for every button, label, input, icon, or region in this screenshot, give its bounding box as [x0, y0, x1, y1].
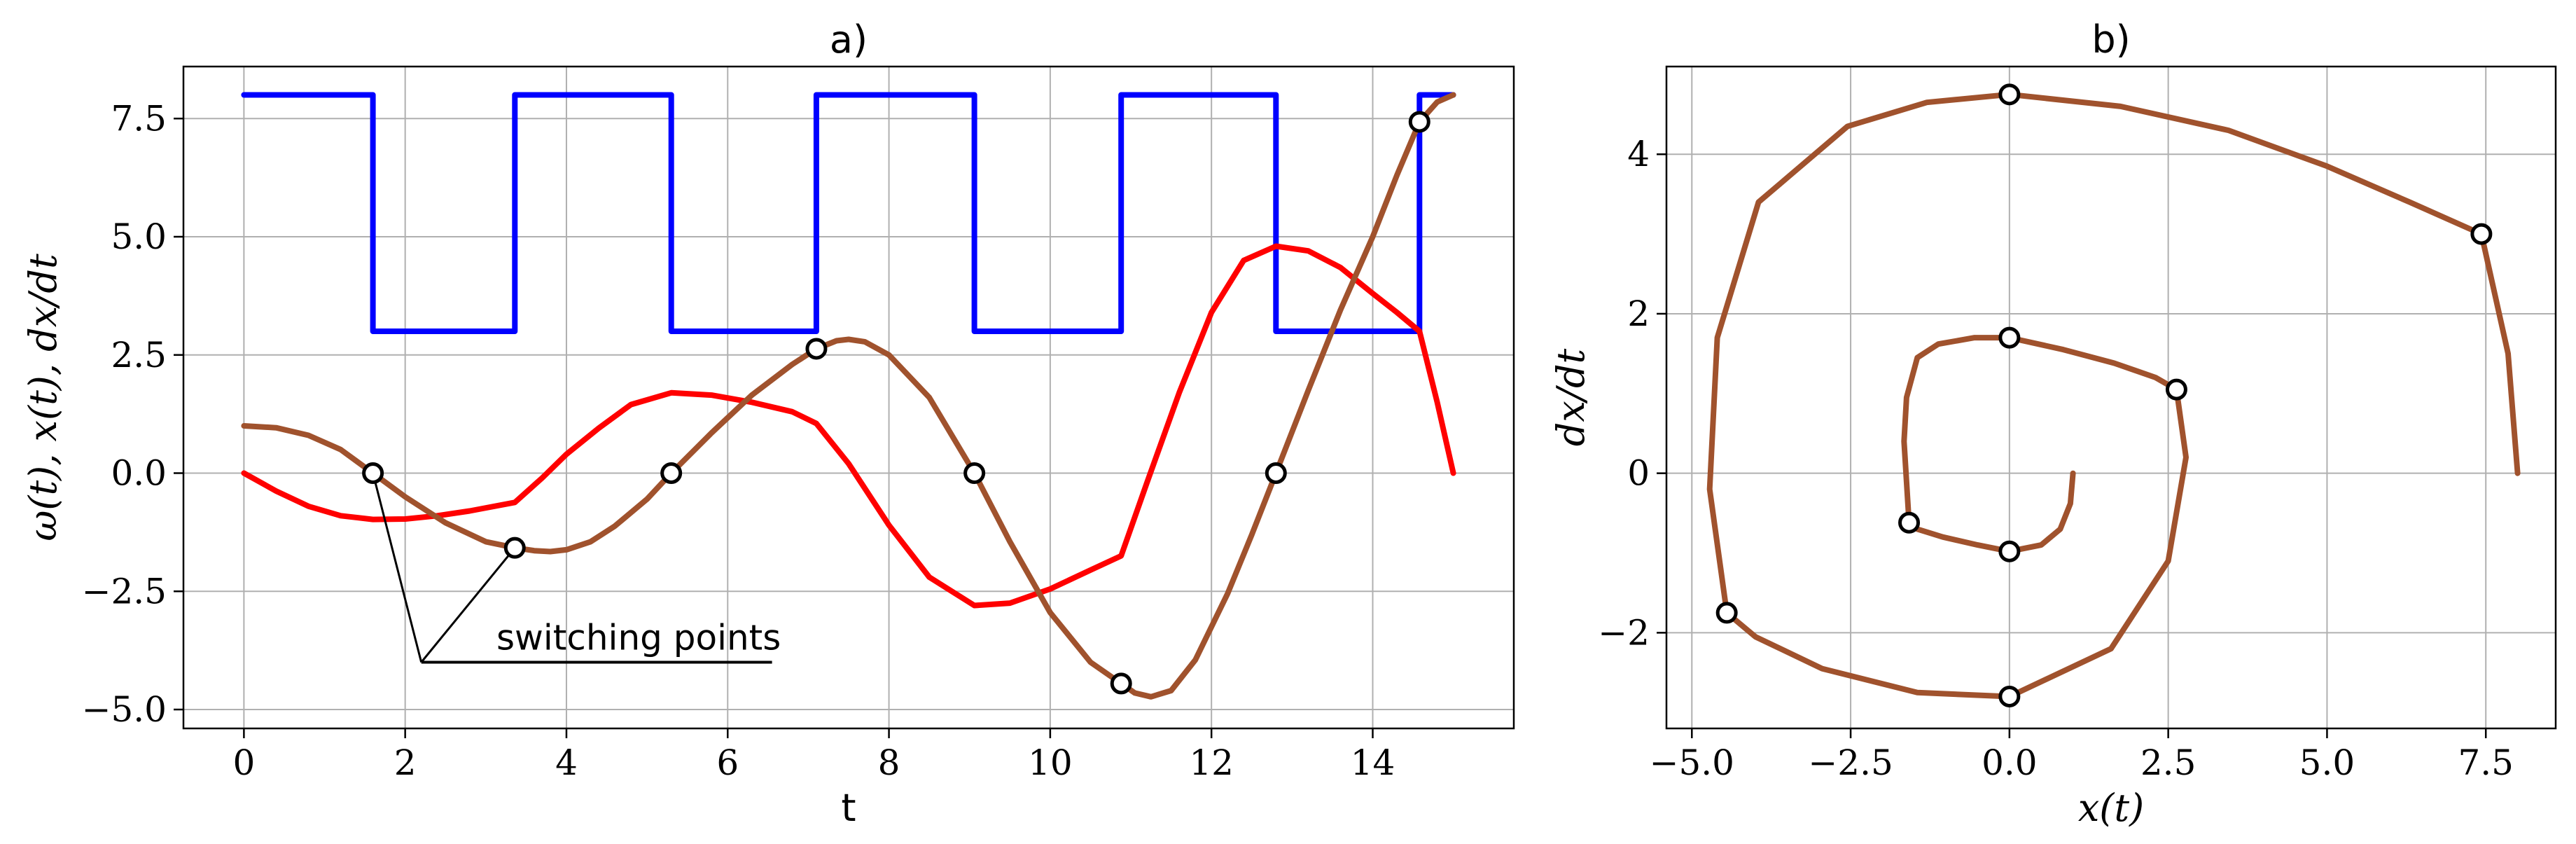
x-tick-label: 2.5	[2140, 742, 2196, 783]
switch-point-marker	[1265, 462, 1287, 484]
x-tick-label: 2	[394, 742, 417, 783]
x-tick-label: 7.5	[2458, 742, 2514, 783]
switch-point-marker	[503, 537, 526, 559]
switch-point-marker	[2470, 223, 2493, 245]
annotation-pointer	[420, 547, 516, 663]
y-tick-label: 0.0	[111, 453, 167, 494]
switch-point-marker	[805, 338, 828, 360]
chart-b-frame	[1665, 65, 2557, 730]
y-tick-label: 4	[1627, 134, 1650, 174]
y-tick-label: 5.0	[111, 216, 167, 257]
switch-point-marker	[963, 462, 986, 484]
y-tick-label: 7.5	[111, 98, 167, 139]
chart-b: −5.0 −2.5 0.0 2.5 5.0 7.5 −2 0 2 4 b) x(t) dx/dt	[1549, 18, 2557, 830]
x-tick-label: 5.0	[2299, 742, 2355, 783]
x-tick-label: 8	[878, 742, 900, 783]
y-tick-label: 0	[1627, 453, 1650, 494]
chart-b-y-ticks: −2 0 2 4	[1598, 134, 1666, 653]
x-tick-label: 14	[1351, 742, 1395, 783]
y-tick-label: 2.5	[111, 335, 167, 375]
series-line-dxdt	[241, 243, 1456, 609]
switch-point-marker	[1898, 511, 1921, 534]
switching-points-label: switching points	[496, 618, 781, 658]
chart-b-y-axis-label: dx/dt	[1549, 348, 1593, 446]
chart-a-grid	[183, 67, 1514, 728]
x-tick-label: −5.0	[1650, 742, 1734, 783]
chart-a-y-ticks: −5.0 −2.5 0.0 2.5 5.0 7.5	[82, 98, 183, 730]
switch-point-marker	[1110, 672, 1132, 695]
chart-a-series	[241, 92, 1456, 700]
chart-a-y-axis-label: ω(t), x(t), dx/dt	[21, 254, 65, 541]
series-line-x	[241, 92, 1456, 700]
chart-a-x-ticks: 0 2 4 6 8 10 12 14	[232, 728, 1395, 783]
switch-point-marker	[1998, 326, 2021, 349]
y-tick-label: −2	[1598, 612, 1650, 653]
y-tick-label: −5.0	[82, 689, 167, 730]
series-line-phase	[1706, 91, 2521, 700]
switch-point-marker	[1408, 111, 1430, 133]
chart-a-frame	[182, 65, 1515, 730]
switch-point-marker	[1715, 602, 1738, 624]
chart-a-annotation	[372, 473, 772, 664]
chart-b-x-ticks: −5.0 −2.5 0.0 2.5 5.0 7.5	[1650, 728, 2514, 783]
switch-point-marker	[362, 462, 384, 484]
y-tick-label: 2	[1627, 293, 1650, 334]
series-line-omega	[241, 92, 1456, 334]
chart-a-x-axis-label: t	[841, 786, 856, 830]
switch-point-marker	[1998, 685, 2021, 707]
switch-point-marker	[1998, 540, 2021, 562]
chart-b-x-axis-label: x(t)	[2078, 786, 2144, 830]
x-tick-label: −2.5	[1808, 742, 1893, 783]
chart-a: 0 2 4 6 8 10 12 14 −5.0 −2.5 0.0 2.5 5.0 7.5 a) t ω(…	[21, 18, 1515, 830]
chart-b-title: b)	[2091, 18, 2130, 62]
chart-a-switch-points	[362, 111, 1430, 695]
x-tick-label: 4	[555, 742, 578, 783]
switch-point-marker	[1998, 83, 2021, 106]
chart-a-title: a)	[830, 18, 868, 62]
chart-b-switch-points	[1715, 83, 2493, 707]
y-tick-label: −2.5	[82, 571, 167, 611]
x-tick-label: 0	[232, 742, 255, 783]
switch-point-marker	[660, 462, 683, 484]
x-tick-label: 12	[1189, 742, 1234, 783]
x-tick-label: 0.0	[1982, 742, 2038, 783]
x-tick-label: 10	[1028, 742, 1073, 783]
switch-point-marker	[2165, 378, 2187, 401]
annotation-pointer	[372, 473, 423, 663]
x-tick-label: 6	[716, 742, 739, 783]
chart-b-series	[1706, 91, 2521, 700]
